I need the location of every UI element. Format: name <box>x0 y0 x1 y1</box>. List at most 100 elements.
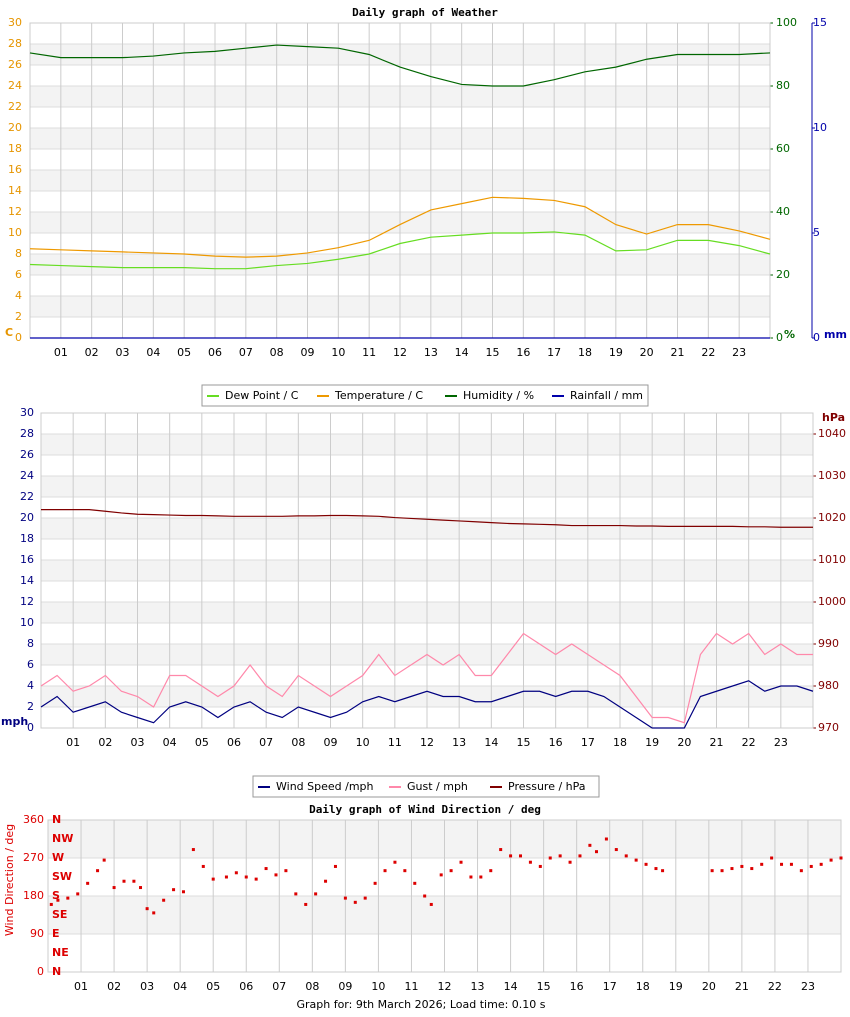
x-tick-label: 08 <box>270 346 284 359</box>
x-tick-label: 18 <box>613 736 627 749</box>
x-tick-label: 22 <box>742 736 756 749</box>
x-tick-label: 06 <box>227 736 241 749</box>
direction-point <box>538 864 542 868</box>
x-tick-label: 19 <box>669 980 683 993</box>
x-tick-label: 15 <box>537 980 551 993</box>
x-tick-label: 03 <box>140 980 154 993</box>
direction-point <box>343 896 347 900</box>
direction-point <box>373 881 377 885</box>
y-tick-label: 8 <box>27 637 34 650</box>
compass-label: W <box>52 851 64 864</box>
y-tick-label: 2 <box>15 310 22 323</box>
direction-point <box>56 898 60 902</box>
direction-point <box>294 892 298 896</box>
direction-point <box>770 856 774 860</box>
y-tick-label: 24 <box>20 469 34 482</box>
y-tick-label: 180 <box>23 889 44 902</box>
direction-point <box>829 858 833 862</box>
direction-point <box>363 896 367 900</box>
x-tick-label: 03 <box>116 346 130 359</box>
y-tick-label: 22 <box>20 490 34 503</box>
legend-label: Dew Point / C <box>225 389 299 402</box>
direction-point <box>393 860 397 864</box>
y3-axis-label: mm <box>824 328 847 341</box>
y2-tick-label: 1010 <box>818 553 846 566</box>
x-tick-label: 07 <box>259 736 273 749</box>
y2-tick-label: 40 <box>776 205 790 218</box>
x-tick-label: 01 <box>54 346 68 359</box>
direction-point <box>333 864 337 868</box>
y3-tick-label: 5 <box>813 226 820 239</box>
y-tick-label: 12 <box>8 205 22 218</box>
y-tick-label: 28 <box>8 37 22 50</box>
direction-point <box>710 869 714 873</box>
direction-point <box>489 869 493 873</box>
x-tick-label: 06 <box>239 980 253 993</box>
x-tick-label: 19 <box>609 346 623 359</box>
x-tick-label: 20 <box>702 980 716 993</box>
y2-axis-label: hPa <box>822 411 845 424</box>
direction-point <box>353 900 357 904</box>
x-tick-label: 06 <box>208 346 222 359</box>
y-tick-label: 18 <box>8 142 22 155</box>
x-tick-label: 09 <box>324 736 338 749</box>
direction-point <box>604 837 608 841</box>
direction-point <box>780 862 784 866</box>
compass-label: E <box>52 927 60 940</box>
x-tick-label: 04 <box>173 980 187 993</box>
legend-label: Rainfall / mm <box>570 389 643 402</box>
x-tick-label: 05 <box>195 736 209 749</box>
direction-point <box>49 902 53 906</box>
direction-point <box>96 869 100 873</box>
direction-point <box>139 886 143 890</box>
x-tick-label: 17 <box>603 980 617 993</box>
x-tick-label: 23 <box>774 736 788 749</box>
direction-point <box>244 875 248 879</box>
y-tick-label: 16 <box>20 553 34 566</box>
x-tick-label: 18 <box>636 980 650 993</box>
y2-tick-label: 60 <box>776 142 790 155</box>
compass-label: NE <box>52 946 69 959</box>
y-tick-label: 26 <box>20 448 34 461</box>
y-tick-label: 360 <box>23 813 44 826</box>
y2-tick-label: 80 <box>776 79 790 92</box>
y-axis-label: Wind Direction / deg <box>3 824 16 936</box>
direction-point <box>588 843 592 847</box>
y-tick-label: 4 <box>27 679 34 692</box>
y-tick-label: 16 <box>8 163 22 176</box>
direction-point <box>499 848 503 852</box>
legend-box <box>252 775 600 798</box>
direction-point <box>324 879 328 883</box>
x-tick-label: 08 <box>291 736 305 749</box>
x-tick-label: 08 <box>305 980 319 993</box>
y-tick-label: 6 <box>27 658 34 671</box>
x-tick-label: 13 <box>471 980 485 993</box>
x-tick-label: 10 <box>356 736 370 749</box>
legend-label: Wind Speed /mph <box>276 780 374 793</box>
x-tick-label: 20 <box>677 736 691 749</box>
direction-point <box>172 888 176 892</box>
y2-tick-label: 20 <box>776 268 790 281</box>
x-tick-label: 09 <box>301 346 315 359</box>
direction-point <box>730 867 734 871</box>
y-tick-label: 4 <box>15 289 22 302</box>
direction-point <box>819 862 823 866</box>
footer: Graph for: 9th March 2026; Load time: 0.… <box>296 998 545 1011</box>
direction-point <box>839 856 843 860</box>
direction-point <box>254 877 258 881</box>
chart-title: Daily graph of Wind Direction / deg <box>309 803 541 816</box>
direction-point <box>624 854 628 858</box>
direction-point <box>145 907 149 911</box>
compass-label: SW <box>52 870 72 883</box>
y-tick-label: 270 <box>23 851 44 864</box>
direction-point <box>479 875 483 879</box>
x-tick-label: 05 <box>177 346 191 359</box>
y3-tick-label: 10 <box>813 121 827 134</box>
x-tick-label: 13 <box>452 736 466 749</box>
y-tick-label: 18 <box>20 532 34 545</box>
direction-point <box>750 867 754 871</box>
x-tick-label: 11 <box>388 736 402 749</box>
direction-point <box>594 850 598 854</box>
y-tick-label: 24 <box>8 79 22 92</box>
direction-point <box>86 881 90 885</box>
